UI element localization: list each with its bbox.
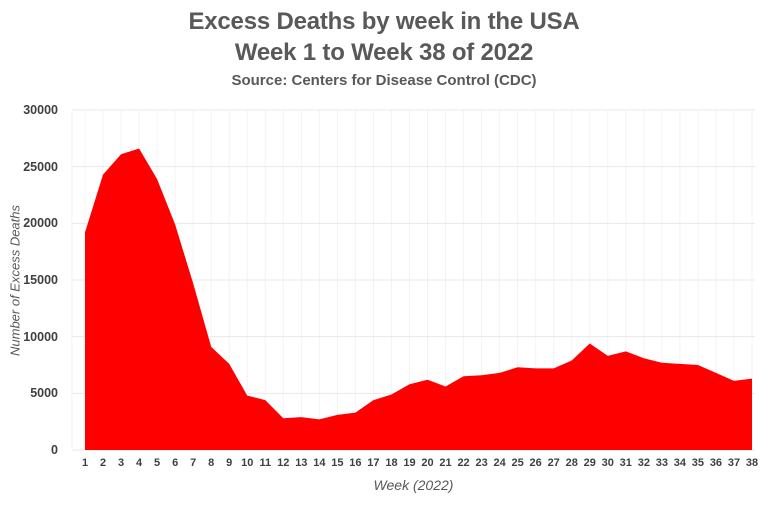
- x-tick-label: 36: [709, 457, 723, 469]
- x-tick-label: 18: [385, 457, 398, 469]
- x-tick-label: 13: [295, 457, 308, 469]
- x-tick-label: 20: [421, 457, 434, 469]
- x-tick-label: 12: [277, 457, 290, 469]
- x-tick-label: 3: [117, 457, 125, 469]
- x-tick-label: 2: [99, 457, 107, 469]
- x-tick-label: 31: [619, 457, 632, 469]
- x-tick-label: 23: [475, 457, 488, 469]
- x-tick-label: 35: [691, 457, 705, 469]
- area-series: [85, 148, 752, 450]
- x-tick-label: 15: [331, 457, 344, 469]
- y-tick-label: 20000: [23, 216, 58, 231]
- x-tick-label: 4: [136, 457, 143, 469]
- chart-source: Source: Centers for Disease Control (CDC…: [231, 72, 537, 89]
- y-axis-title: Number of Excess Deaths: [7, 204, 23, 356]
- x-tick-label: 37: [727, 457, 741, 469]
- x-tick-label: 5: [154, 457, 161, 469]
- x-tick-label: 33: [655, 457, 668, 469]
- x-tick-label: 32: [637, 457, 650, 469]
- x-tick-label: 8: [208, 457, 215, 469]
- x-tick-label: 7: [190, 457, 197, 469]
- x-axis-title: Week (2022): [373, 477, 454, 493]
- x-tick-label: 27: [547, 457, 560, 469]
- x-tick-label: 19: [403, 457, 416, 469]
- y-tick-label: 5000: [30, 386, 58, 401]
- title-block: Excess Deaths by week in the USA Week 1 …: [0, 6, 768, 92]
- x-tick-label: 28: [565, 457, 578, 469]
- x-tick-label: 24: [493, 457, 506, 469]
- y-tick-label: 0: [51, 443, 58, 457]
- x-tick-label: 9: [226, 457, 233, 469]
- x-tick-label: 30: [601, 457, 614, 469]
- y-tick-label: 30000: [23, 103, 58, 117]
- x-tick-label: 10: [241, 457, 254, 469]
- x-tick-label: 22: [457, 457, 470, 469]
- x-tick-label: 11: [259, 457, 272, 469]
- y-tick-label: 15000: [23, 273, 58, 287]
- x-tick-label: 1: [81, 457, 89, 469]
- x-tick-label: 17: [367, 457, 380, 469]
- x-tick-label: 25: [511, 457, 524, 469]
- x-tick-label: 14: [313, 457, 326, 469]
- x-tick-label: 29: [583, 457, 596, 469]
- x-tick-label: 6: [172, 457, 179, 469]
- x-tick-label: 16: [349, 457, 362, 469]
- x-tick-label: 21: [439, 457, 452, 469]
- x-tick-label: 38: [745, 457, 759, 469]
- chart-title: Excess Deaths by week in the USA: [188, 8, 580, 35]
- y-tick-label: 25000: [23, 159, 58, 174]
- x-tick-label: 26: [529, 457, 542, 469]
- y-tick-label: 10000: [23, 329, 58, 344]
- x-tick-label: 34: [673, 457, 687, 469]
- chart-subtitle: Week 1 to Week 38 of 2022: [234, 39, 534, 66]
